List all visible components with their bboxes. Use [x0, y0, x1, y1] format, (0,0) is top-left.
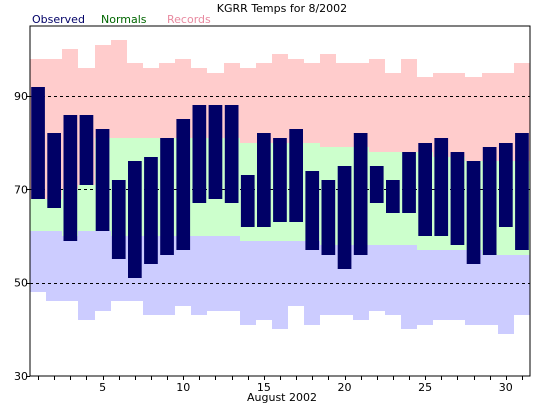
record-low-band-day-17 [288, 241, 304, 306]
axes: 5 10 15 20 25 30 30 50 70 90 [14, 90, 523, 394]
record-high-band-day-17 [288, 59, 304, 143]
record-low-band-day-25 [417, 250, 433, 325]
observed-bar-day-21 [353, 133, 368, 255]
record-high-band-day-10 [175, 59, 191, 138]
record-low-band-day-11 [191, 236, 207, 315]
normal-band-day-1 [30, 199, 46, 231]
record-high-band-day-19 [320, 54, 336, 147]
x-tick-label-5: 5 [99, 381, 106, 394]
observed-bar-day-27 [450, 152, 465, 245]
observed-bar-day-3 [63, 115, 78, 241]
record-low-band-day-3 [62, 236, 78, 301]
observed-bar-day-8 [144, 157, 158, 264]
record-high-band-day-16 [272, 54, 288, 143]
record-low-band-day-23 [385, 245, 401, 315]
legend-observed: Observed [32, 13, 85, 26]
record-low-band-day-22 [369, 245, 385, 311]
observed-bar-day-5 [95, 129, 110, 231]
record-low-band-day-28 [465, 250, 482, 325]
record-high-band-day-5 [95, 45, 111, 138]
chart-title: KGRR Temps for 8/2002 [217, 2, 347, 15]
record-high-band-day-27 [449, 73, 465, 157]
legend-records: Records [167, 13, 211, 26]
record-low-band-day-21 [353, 245, 369, 320]
record-low-band-day-19 [320, 245, 336, 315]
record-low-band-day-24 [401, 245, 417, 329]
record-high-band-day-29 [482, 73, 498, 161]
observed-bar-day-10 [176, 119, 191, 250]
y-tick-label-50: 50 [14, 277, 28, 290]
record-low-band-day-10 [175, 236, 191, 306]
observed-bar-day-4 [79, 115, 94, 185]
y-tick-label-30: 30 [14, 370, 28, 383]
record-high-band-day-28 [465, 77, 482, 161]
observed-bar-day-25 [418, 143, 432, 236]
record-low-band-day-5 [95, 231, 111, 311]
record-low-band-day-16 [272, 241, 288, 329]
observed-bar-day-13 [224, 105, 239, 203]
observed-bar-day-6 [111, 180, 126, 259]
record-high-band-day-25 [417, 77, 433, 152]
x-axis-label: August 2002 [247, 391, 317, 404]
observed-bar-day-11 [192, 105, 207, 203]
record-low-band-day-12 [207, 236, 224, 311]
record-low-band-day-30 [498, 255, 514, 334]
record-low-band-day-9 [159, 236, 175, 315]
record-high-band-day-9 [159, 63, 175, 138]
observed-bar-day-1 [31, 87, 45, 199]
observed-bar-day-17 [289, 129, 303, 222]
normal-band-day-4 [78, 185, 95, 231]
observed-bar-day-28 [466, 161, 481, 264]
observed-bars [31, 87, 529, 278]
observed-bar-day-30 [499, 143, 513, 227]
record-low-band-day-31 [514, 255, 530, 315]
record-low-band-day-1 [30, 231, 46, 292]
observed-bar-day-18 [305, 171, 320, 250]
record-high-band-day-22 [369, 59, 385, 152]
observed-bar-day-12 [208, 105, 223, 199]
record-low-band-day-4 [78, 231, 95, 320]
x-tick-label-25: 25 [418, 381, 432, 394]
record-high-band-day-23 [385, 73, 401, 152]
observed-bar-day-22 [369, 166, 384, 203]
record-low-band-day-15 [256, 241, 272, 320]
record-high-band-day-8 [143, 68, 159, 138]
record-high-band-day-15 [256, 63, 272, 143]
observed-bar-day-20 [337, 166, 352, 269]
x-tick-label-15: 15 [257, 381, 271, 394]
record-high-band-day-30 [498, 73, 514, 161]
x-tick-label-20: 20 [338, 381, 352, 394]
y-tick-label-70: 70 [14, 183, 28, 196]
record-high-band-day-21 [353, 63, 369, 147]
observed-bar-day-16 [273, 138, 287, 222]
observed-bar-day-9 [160, 138, 174, 255]
record-low-band-day-26 [433, 250, 449, 320]
observed-bar-day-15 [257, 133, 271, 227]
observed-bar-day-24 [402, 152, 416, 213]
record-high-band-day-24 [401, 59, 417, 152]
record-high-band-day-18 [304, 63, 320, 143]
observed-bar-day-14 [240, 175, 255, 227]
legend-normals: Normals [101, 13, 147, 26]
record-low-band-day-13 [224, 236, 240, 311]
record-low-band-day-27 [449, 250, 465, 320]
observed-bar-day-2 [47, 133, 61, 208]
record-low-band-day-2 [46, 231, 62, 301]
record-low-band-day-29 [482, 255, 498, 325]
record-high-band-day-20 [336, 63, 353, 147]
observed-bar-day-7 [128, 161, 142, 278]
x-tick-label-10: 10 [176, 381, 190, 394]
observed-bar-day-23 [386, 180, 400, 213]
record-high-band-day-6 [111, 40, 127, 138]
x-tick-label-30: 30 [499, 381, 513, 394]
observed-bar-day-19 [321, 180, 336, 255]
y-tick-label-90: 90 [14, 90, 28, 103]
observed-bar-day-26 [434, 138, 449, 236]
observed-bar-day-29 [482, 147, 497, 255]
record-high-band-day-7 [127, 63, 143, 138]
observed-bar-day-31 [515, 133, 529, 250]
record-high-band-day-14 [240, 68, 256, 143]
record-high-band-day-26 [433, 73, 449, 157]
